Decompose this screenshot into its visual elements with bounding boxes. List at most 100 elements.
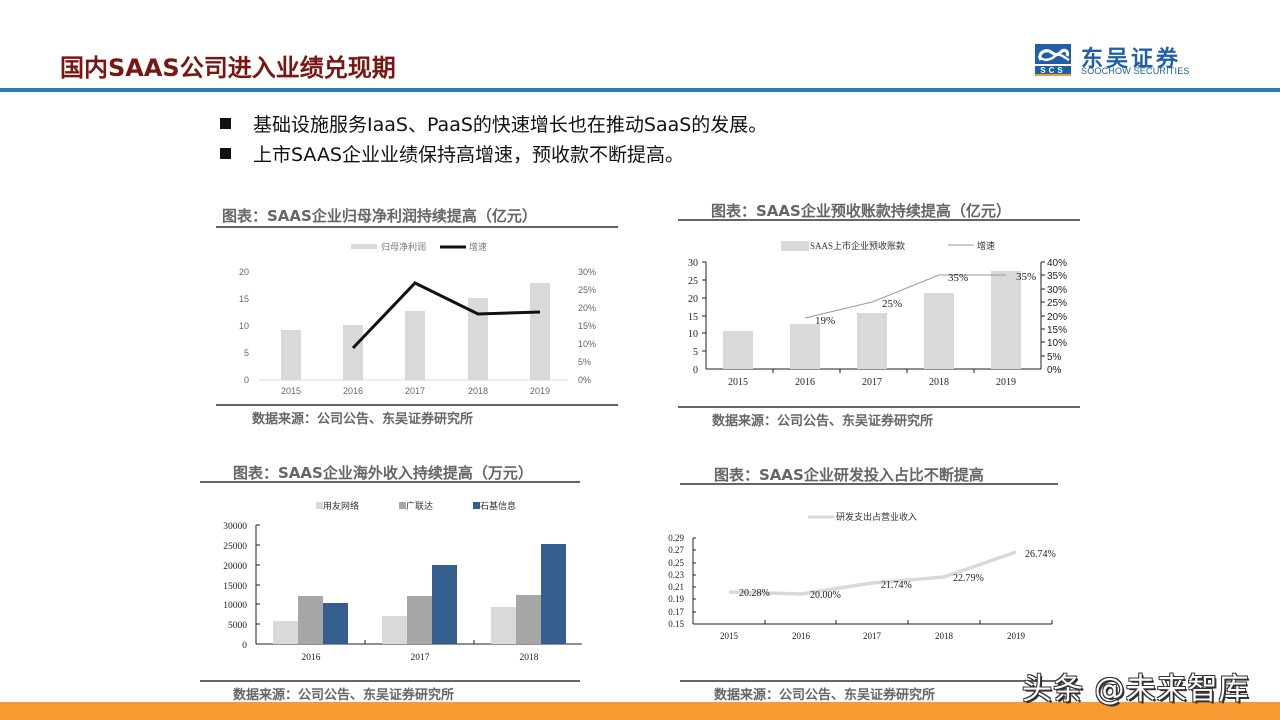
bullet-text: 基础设施服务IaaS、PaaS的快速增长也在推动SaaS的发展。 <box>253 113 768 136</box>
bar-series-net-profit <box>281 283 550 380</box>
chart2-bottom-rule <box>678 406 1080 408</box>
svg-text:10%: 10% <box>578 339 596 349</box>
chart4-bottom-rule <box>680 680 1058 682</box>
svg-text:30%: 30% <box>1047 285 1067 296</box>
svg-text:2015: 2015 <box>281 386 301 396</box>
chart2-source: 数据来源：公司公告、东吴证券研究所 <box>712 414 934 429</box>
square-bullet-icon <box>220 147 231 159</box>
legend-label: 增速 <box>977 240 995 251</box>
svg-text:0.23: 0.23 <box>668 570 684 580</box>
chart3-overseas-revenue: 用友网络 广联达 石基信息 30000 25000 20000 15000 10000 5… <box>223 500 582 663</box>
svg-text:2016: 2016 <box>795 377 815 388</box>
svg-text:0.29: 0.29 <box>668 533 684 543</box>
svg-text:2017: 2017 <box>411 653 430 663</box>
bullet-item: 基础设施服务IaaS、PaaS的快速增长也在推动SaaS的发展。 <box>220 108 767 138</box>
svg-text:20000: 20000 <box>223 562 247 572</box>
svg-text:22.79%: 22.79% <box>953 573 984 584</box>
chart1-top-rule <box>216 226 618 228</box>
company-logo: SCS 东吴证券 SOOCHOW SECURITIES <box>1035 42 1220 82</box>
svg-text:21.74%: 21.74% <box>881 580 912 591</box>
chart3-top-rule <box>200 481 580 483</box>
svg-text:2015: 2015 <box>720 631 739 641</box>
chart1-source: 数据来源：公司公告、东吴证券研究所 <box>252 412 474 427</box>
svg-text:0%: 0% <box>1047 365 1062 376</box>
svg-text:5000: 5000 <box>228 621 247 631</box>
chart2-title: 图表：SAAS企业预收账款持续提高（亿元） <box>711 202 1011 220</box>
svg-text:20.00%: 20.00% <box>810 590 841 601</box>
svg-text:10: 10 <box>239 321 249 331</box>
legend-swatch-yonyou <box>316 502 323 509</box>
legend-swatch-advance <box>781 241 809 251</box>
svg-text:0.17: 0.17 <box>668 607 684 617</box>
logo-english-name: SOOCHOW SECURITIES <box>1081 66 1190 76</box>
svg-text:2018: 2018 <box>929 377 949 388</box>
svg-text:20: 20 <box>688 294 698 305</box>
svg-text:0.19: 0.19 <box>668 594 684 604</box>
svg-text:30%: 30% <box>578 267 596 277</box>
legend-label: 用友网络 <box>323 500 359 511</box>
legend-label: SAAS上市企业预收账款 <box>810 240 905 251</box>
svg-text:5%: 5% <box>578 357 591 367</box>
svg-text:2016: 2016 <box>302 653 321 663</box>
legend-label: 研发支出占营业收入 <box>836 511 917 522</box>
svg-text:15000: 15000 <box>223 582 247 592</box>
legend-swatch-shiji <box>473 502 480 509</box>
svg-text:2018: 2018 <box>935 631 954 641</box>
svg-text:SCS: SCS <box>1040 66 1065 75</box>
svg-text:2019: 2019 <box>530 386 550 396</box>
legend-label: 广联达 <box>406 500 433 511</box>
svg-text:0.21: 0.21 <box>668 582 684 592</box>
svg-text:10000: 10000 <box>223 601 247 611</box>
line-series-growth <box>804 274 1006 319</box>
chart4-top-rule <box>680 483 1058 485</box>
svg-text:20: 20 <box>239 267 249 277</box>
svg-text:15%: 15% <box>1047 325 1067 336</box>
svg-text:20.28%: 20.28% <box>739 588 770 599</box>
bar-series-shiji <box>323 544 566 644</box>
chart3-title: 图表：SAAS企业海外收入持续提高（万元） <box>233 464 533 482</box>
svg-text:2017: 2017 <box>863 631 882 641</box>
bar-series-advance <box>723 271 1021 369</box>
svg-text:35%: 35% <box>1047 271 1067 282</box>
legend-label: 石基信息 <box>480 500 516 511</box>
svg-text:26.74%: 26.74% <box>1025 549 1056 560</box>
svg-text:25%: 25% <box>578 285 596 295</box>
svg-text:15: 15 <box>239 294 249 304</box>
svg-text:10: 10 <box>688 329 698 340</box>
svg-text:15: 15 <box>688 312 698 323</box>
svg-text:25%: 25% <box>882 298 902 310</box>
line-series-growth <box>351 281 541 350</box>
svg-text:2017: 2017 <box>862 377 882 388</box>
title-divider <box>0 88 1280 92</box>
svg-text:0: 0 <box>693 365 698 376</box>
bar-series-glodon <box>298 595 541 644</box>
svg-text:5: 5 <box>244 348 249 358</box>
svg-text:2019: 2019 <box>1007 631 1026 641</box>
svg-text:35%: 35% <box>948 272 968 284</box>
legend-swatch-glodon <box>399 502 406 509</box>
chart3-bottom-rule <box>200 680 580 682</box>
svg-text:25000: 25000 <box>223 542 247 552</box>
svg-text:0: 0 <box>244 375 249 385</box>
bar-series-yonyou <box>273 607 516 644</box>
svg-text:2016: 2016 <box>343 386 363 396</box>
svg-text:0: 0 <box>242 641 247 651</box>
line-series-rd <box>728 550 1017 596</box>
svg-text:2018: 2018 <box>520 653 539 663</box>
svg-text:20%: 20% <box>1047 312 1067 323</box>
svg-text:30: 30 <box>688 258 698 269</box>
logo-chinese-name: 东吴证券 <box>1081 47 1182 72</box>
svg-text:10%: 10% <box>1047 338 1067 349</box>
svg-text:2016: 2016 <box>792 631 811 641</box>
chart4-rd-share: 研发支出占营业收入 0.29 0.27 0.25 0.23 0.21 0.19 0.17 0.… <box>668 511 1056 641</box>
svg-text:2019: 2019 <box>996 377 1016 388</box>
svg-text:25: 25 <box>688 276 698 287</box>
chart1-title: 图表：SAAS企业归母净利润持续提高（亿元） <box>222 207 537 225</box>
bullet-list: 基础设施服务IaaS、PaaS的快速增长也在推动SaaS的发展。 上市SAAS企… <box>220 108 767 168</box>
svg-text:0.27: 0.27 <box>668 545 684 555</box>
svg-text:2018: 2018 <box>468 386 488 396</box>
chart1-bottom-rule <box>216 404 618 406</box>
svg-text:19%: 19% <box>815 315 835 327</box>
